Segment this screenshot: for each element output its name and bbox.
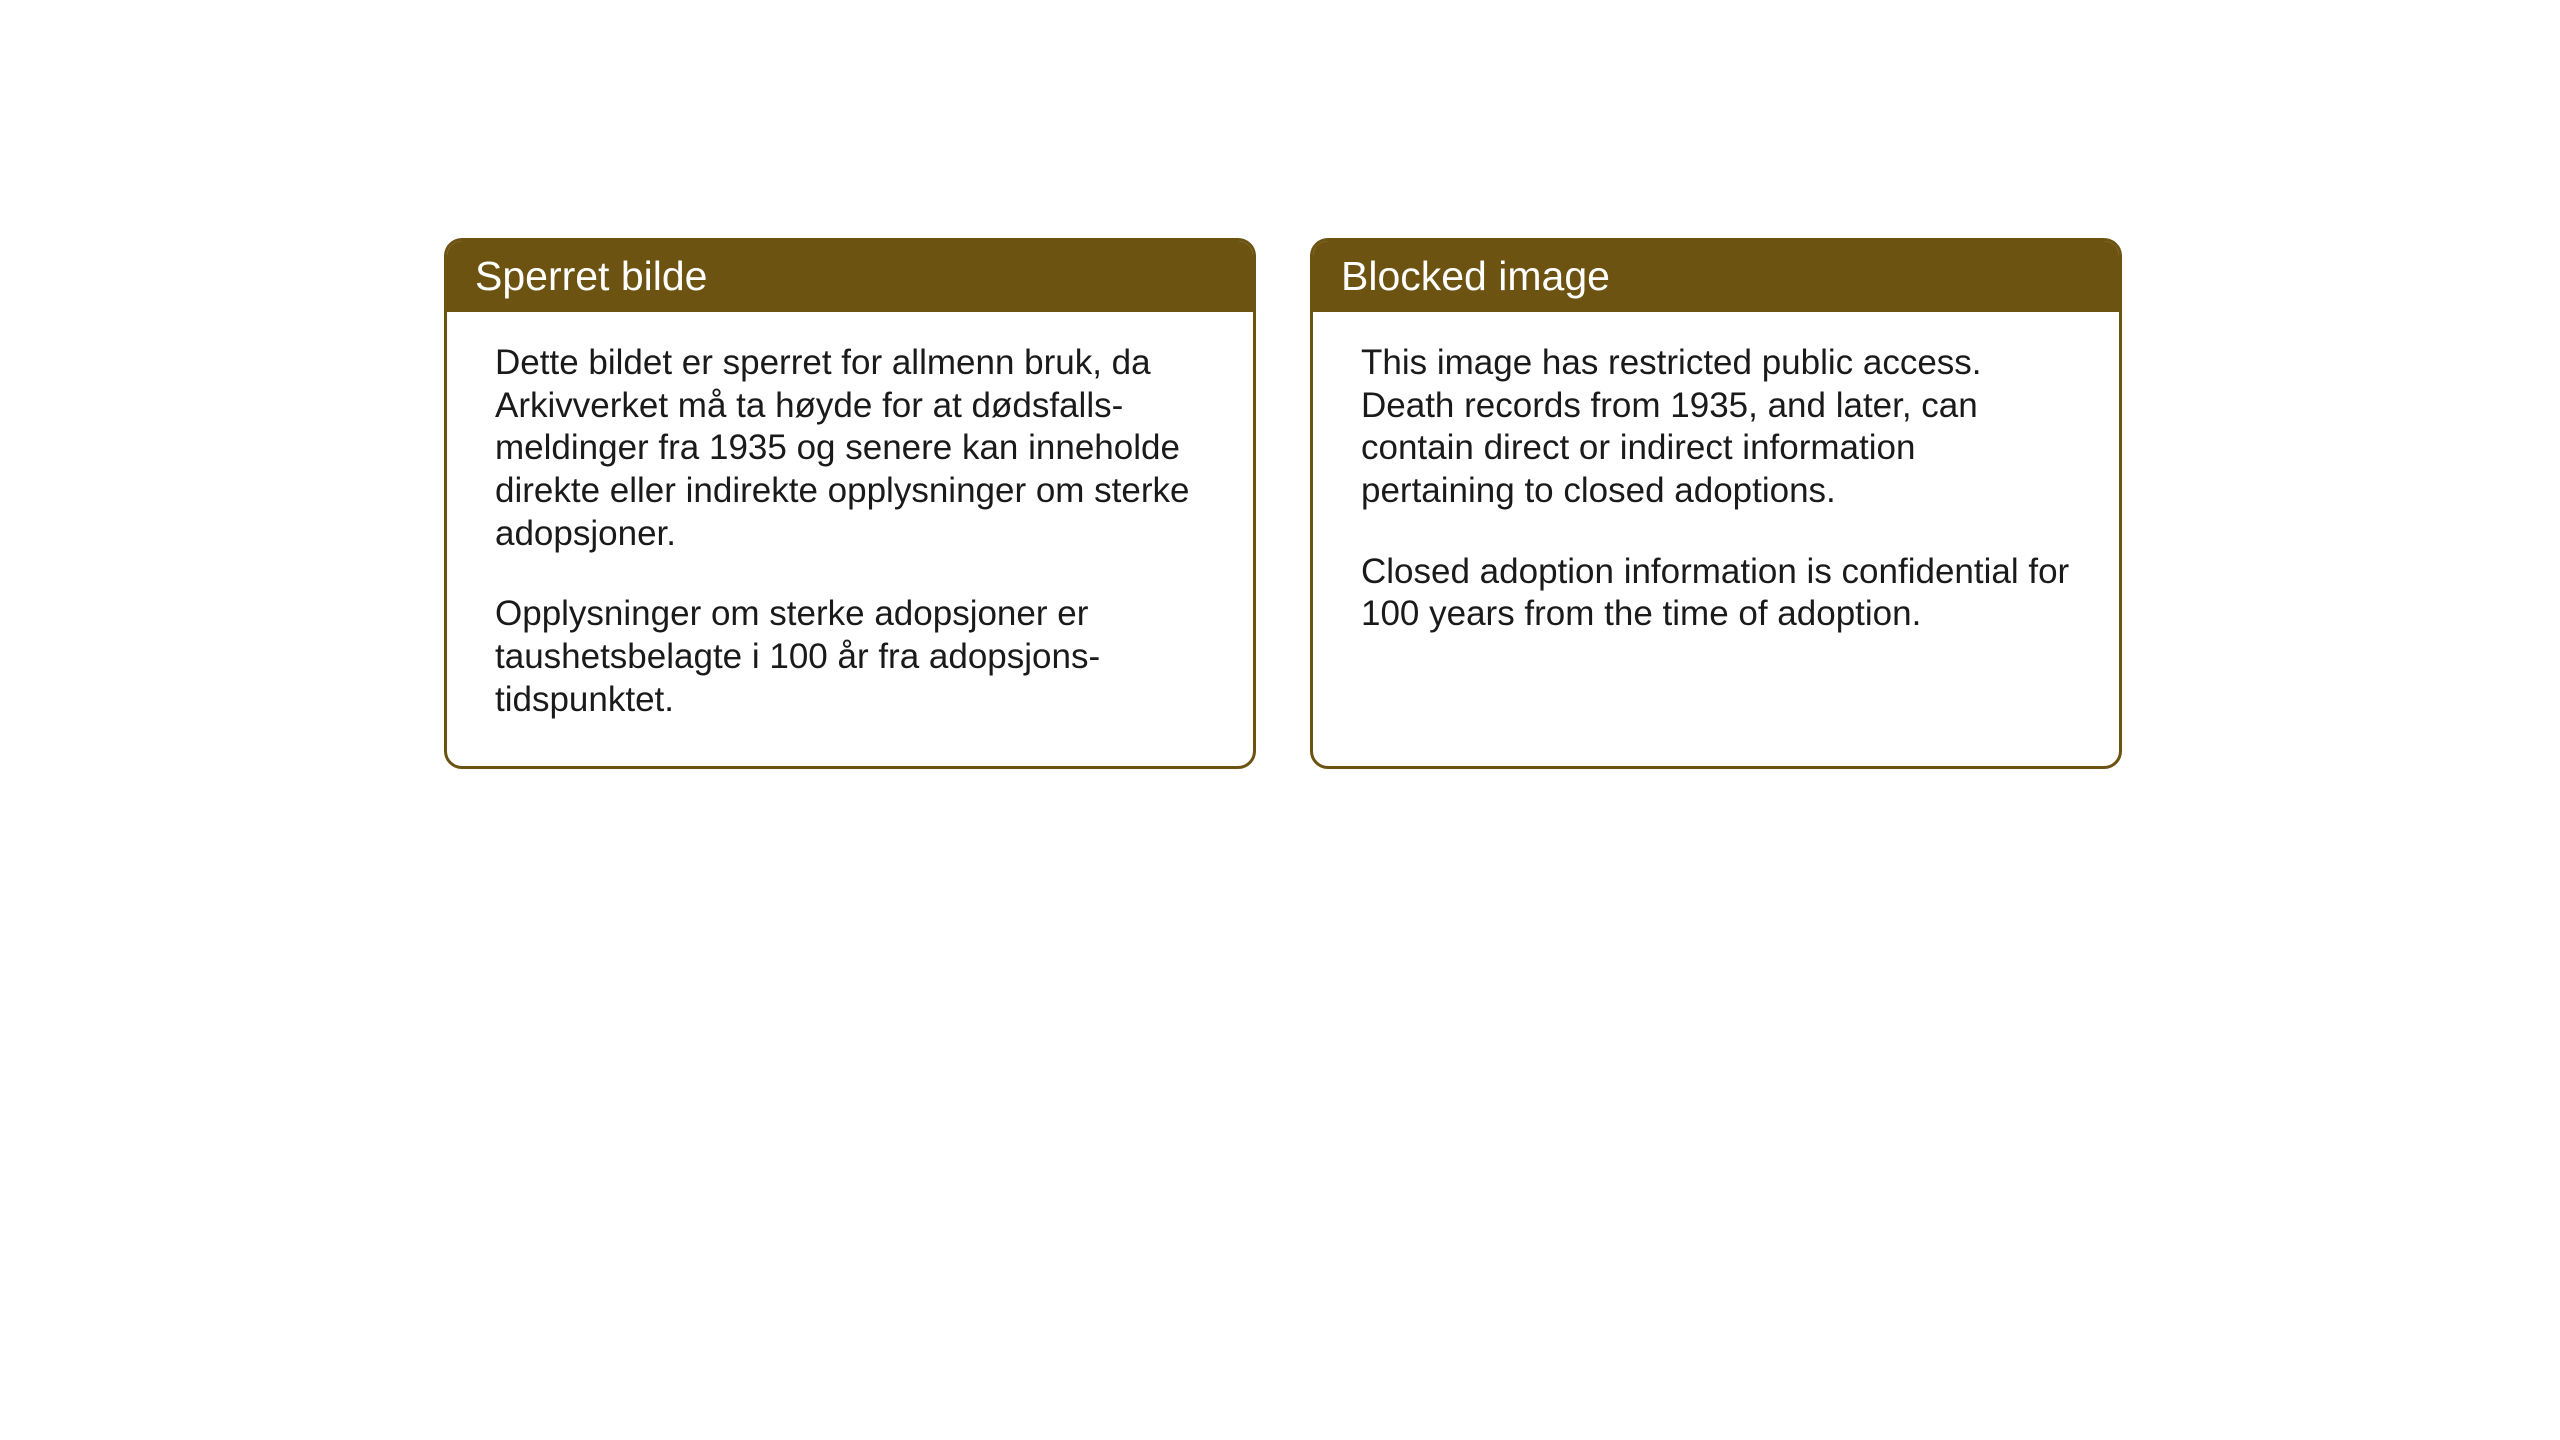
- norwegian-paragraph-1: Dette bildet er sperret for allmenn bruk…: [495, 342, 1205, 555]
- english-card-title: Blocked image: [1313, 241, 2119, 312]
- norwegian-card-body: Dette bildet er sperret for allmenn bruk…: [447, 312, 1253, 766]
- norwegian-notice-card: Sperret bilde Dette bildet er sperret fo…: [444, 238, 1256, 769]
- norwegian-card-title: Sperret bilde: [447, 241, 1253, 312]
- norwegian-paragraph-2: Opplysninger om sterke adopsjoner er tau…: [495, 593, 1205, 721]
- english-paragraph-2: Closed adoption information is confident…: [1361, 551, 2071, 636]
- english-card-body: This image has restricted public access.…: [1313, 312, 2119, 680]
- english-paragraph-1: This image has restricted public access.…: [1361, 342, 2071, 513]
- notice-container: Sperret bilde Dette bildet er sperret fo…: [444, 238, 2122, 769]
- english-notice-card: Blocked image This image has restricted …: [1310, 238, 2122, 769]
